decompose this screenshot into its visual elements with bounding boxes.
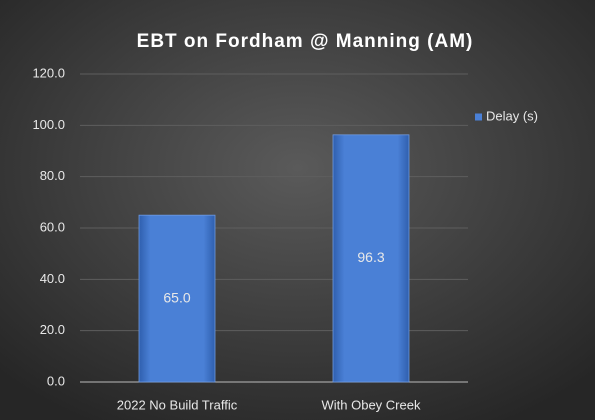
y-tick-label: 0.0 bbox=[47, 373, 65, 388]
x-tick-label: With Obey Creek bbox=[322, 397, 421, 412]
data-label: 96.3 bbox=[357, 249, 384, 265]
y-tick-label: 40.0 bbox=[40, 271, 65, 286]
bar bbox=[138, 214, 216, 383]
x-tick-label: 2022 No Build Traffic bbox=[117, 397, 238, 412]
data-label: 65.0 bbox=[163, 289, 190, 305]
y-tick-label: 60.0 bbox=[40, 219, 65, 234]
y-tick-label: 100.0 bbox=[32, 117, 65, 132]
y-tick-label: 20.0 bbox=[40, 322, 65, 337]
bar bbox=[332, 134, 410, 383]
legend-swatch bbox=[475, 113, 482, 121]
chart-title: EBT on Fordham @ Manning (AM) bbox=[137, 31, 474, 52]
y-tick-label: 120.0 bbox=[32, 65, 65, 80]
y-tick-label: 80.0 bbox=[40, 168, 65, 183]
legend-label: Delay (s) bbox=[486, 108, 538, 123]
